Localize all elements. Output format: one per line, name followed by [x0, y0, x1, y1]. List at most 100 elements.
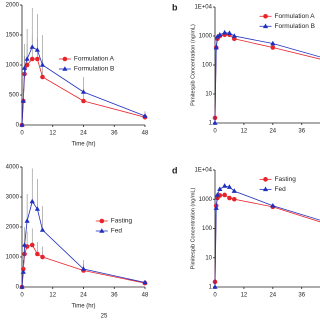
marker	[231, 33, 237, 38]
marker	[81, 98, 86, 104]
marker	[222, 192, 227, 198]
x-tick-label: 12	[241, 129, 248, 135]
legend-label: Fasting	[275, 176, 297, 183]
legend-marker	[62, 66, 68, 71]
marker	[34, 206, 40, 211]
legend-marker	[262, 23, 269, 29]
x-tick-label: 24	[269, 293, 276, 299]
marker	[29, 242, 35, 248]
y-tick-label: 0	[16, 123, 20, 129]
x-tick-label: 48	[142, 293, 149, 299]
marker	[226, 30, 233, 35]
legend-label: Formulation B	[275, 23, 315, 30]
marker	[227, 195, 232, 201]
marker	[226, 184, 233, 189]
legend-label: Formulation A	[275, 13, 316, 20]
x-tick-label: 36	[298, 293, 305, 299]
y-tick-label: 1E+04	[194, 168, 212, 174]
marker	[40, 74, 45, 80]
legend-marker	[99, 218, 105, 224]
legend-marker	[99, 228, 105, 233]
x-tick-label: 48	[142, 131, 149, 137]
y-tick-label: 1000	[199, 197, 213, 203]
y-tick-label: 1	[209, 121, 213, 127]
marker	[214, 33, 221, 39]
x-axis-label: Time (hr)	[71, 304, 95, 310]
legend-label: Formulation B	[74, 66, 114, 73]
series-line	[214, 185, 320, 288]
marker	[217, 186, 223, 192]
x-tick-label: 36	[111, 131, 118, 137]
y-tick-label: 4000	[6, 165, 20, 171]
x-tick-label: 12	[241, 293, 248, 299]
legend-marker	[263, 177, 268, 182]
y-tick-label: 500	[9, 93, 20, 99]
marker	[35, 251, 40, 257]
marker	[213, 44, 219, 50]
marker	[29, 56, 35, 62]
marker	[29, 198, 35, 204]
x-tick-label: 0	[20, 293, 24, 299]
y-tick-label: 2000	[6, 225, 20, 231]
marker	[212, 120, 218, 125]
marker	[21, 242, 28, 247]
marker	[29, 44, 35, 49]
y-tick-label: 2000	[6, 3, 20, 9]
y-tick-label: 1000	[6, 63, 20, 69]
marker	[35, 56, 40, 62]
y-axis-label: Pimitespib Concentration (ng/mL)	[190, 188, 196, 270]
y-tick-label: 1	[209, 285, 213, 291]
x-tick-label: 36	[298, 129, 305, 135]
marker	[19, 122, 25, 127]
x-tick-label: 24	[80, 131, 87, 137]
series-line	[214, 34, 320, 118]
y-tick-label: 100	[202, 63, 213, 69]
x-tick-label: 0	[213, 293, 217, 299]
marker	[231, 196, 237, 202]
marker	[80, 89, 87, 94]
y-tick-label: 3000	[6, 195, 20, 201]
marker	[22, 251, 27, 257]
legend-label: Fed	[275, 186, 287, 193]
marker	[231, 188, 237, 193]
y-tick-label: 10	[205, 92, 212, 98]
marker	[212, 284, 218, 289]
marker	[142, 113, 148, 118]
x-tick-label: 36	[111, 293, 118, 299]
legend-marker	[262, 186, 269, 192]
panel-label: d	[172, 165, 178, 175]
y-tick-label: 1000	[199, 34, 213, 40]
marker	[20, 269, 26, 274]
panel-label: b	[172, 2, 178, 12]
legend-label: Fasting	[111, 218, 133, 225]
marker	[39, 62, 46, 67]
y-tick-label: 0	[16, 285, 20, 291]
marker	[270, 40, 276, 46]
x-tick-label: 24	[269, 129, 276, 135]
marker	[270, 45, 276, 50]
x-tick-label: 0	[213, 129, 217, 135]
x-axis-label: Time (hr)	[71, 142, 95, 148]
y-tick-label: 10	[205, 255, 212, 261]
marker	[222, 183, 228, 188]
x-tick-label: 12	[49, 293, 56, 299]
marker	[20, 98, 26, 103]
marker	[19, 284, 25, 289]
y-tick-label: 1000	[6, 255, 20, 261]
legend-label: Formulation A	[74, 56, 115, 63]
y-tick-label: 1E+04	[194, 5, 212, 11]
x-tick-label: 24	[80, 293, 87, 299]
marker	[222, 29, 228, 35]
marker	[80, 266, 87, 271]
legend-label: Fed	[111, 228, 123, 235]
marker	[213, 205, 219, 210]
y-axis-label: Pimitespib Concentration (ng/mL)	[190, 24, 196, 106]
marker	[39, 227, 46, 232]
legend-marker	[62, 56, 68, 62]
y-tick-label: 100	[202, 226, 213, 232]
x-tick-label: 12	[49, 131, 56, 137]
marker	[217, 31, 223, 37]
x-tick-label: 0	[20, 131, 24, 137]
series-line	[214, 194, 320, 282]
